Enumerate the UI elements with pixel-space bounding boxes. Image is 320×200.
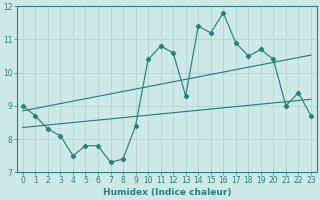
X-axis label: Humidex (Indice chaleur): Humidex (Indice chaleur) xyxy=(103,188,231,197)
